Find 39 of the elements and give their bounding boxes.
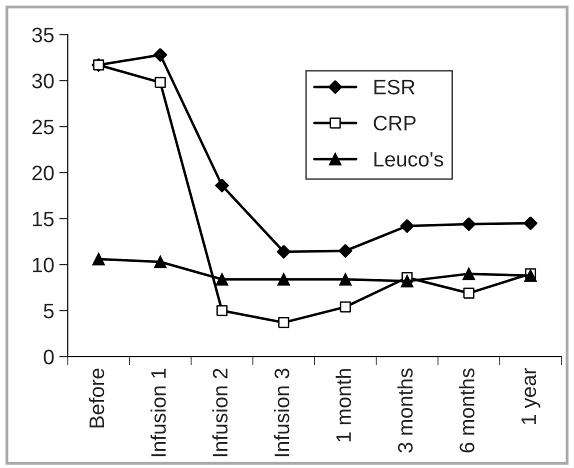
y-tick-label: 5 xyxy=(44,304,54,318)
point xyxy=(216,273,228,286)
legend-label: CRP xyxy=(374,116,416,131)
point xyxy=(339,273,352,286)
x-tick-label: Infusion 1 xyxy=(150,368,166,456)
legend-label: ESR xyxy=(374,80,415,94)
x-tick-label: Infusion 2 xyxy=(212,368,228,456)
y-tick-label: 30 xyxy=(32,74,54,88)
point xyxy=(524,216,538,230)
point xyxy=(215,178,229,192)
point xyxy=(153,48,168,62)
x-tick-label: Infusion 3 xyxy=(274,368,290,456)
point xyxy=(154,256,167,268)
x-tick-label: 1 month xyxy=(336,369,351,442)
y-tick-label: 20 xyxy=(32,166,54,180)
point xyxy=(340,301,351,312)
point xyxy=(462,268,476,280)
point xyxy=(462,217,476,232)
y-tick-label: 25 xyxy=(32,120,54,134)
point xyxy=(524,269,537,282)
y-tick-label: 15 xyxy=(32,212,54,226)
point xyxy=(92,252,105,266)
point xyxy=(400,219,414,233)
point xyxy=(338,244,352,258)
point xyxy=(276,244,291,259)
y-tick-label: 0 xyxy=(44,350,54,364)
x-tick-label: 6 months xyxy=(459,368,474,452)
point xyxy=(154,76,166,88)
y-tick-label: 35 xyxy=(32,28,54,42)
point xyxy=(277,273,290,286)
y-tick-label: 10 xyxy=(32,258,54,272)
legend-label: Leuco's xyxy=(374,152,444,167)
x-tick-label: 1 year xyxy=(522,368,540,424)
point xyxy=(463,288,474,299)
x-tick-label: 3 months xyxy=(397,368,413,453)
point xyxy=(216,305,228,316)
point xyxy=(400,274,414,288)
point xyxy=(278,317,290,328)
x-tick-label: Before xyxy=(88,368,104,428)
